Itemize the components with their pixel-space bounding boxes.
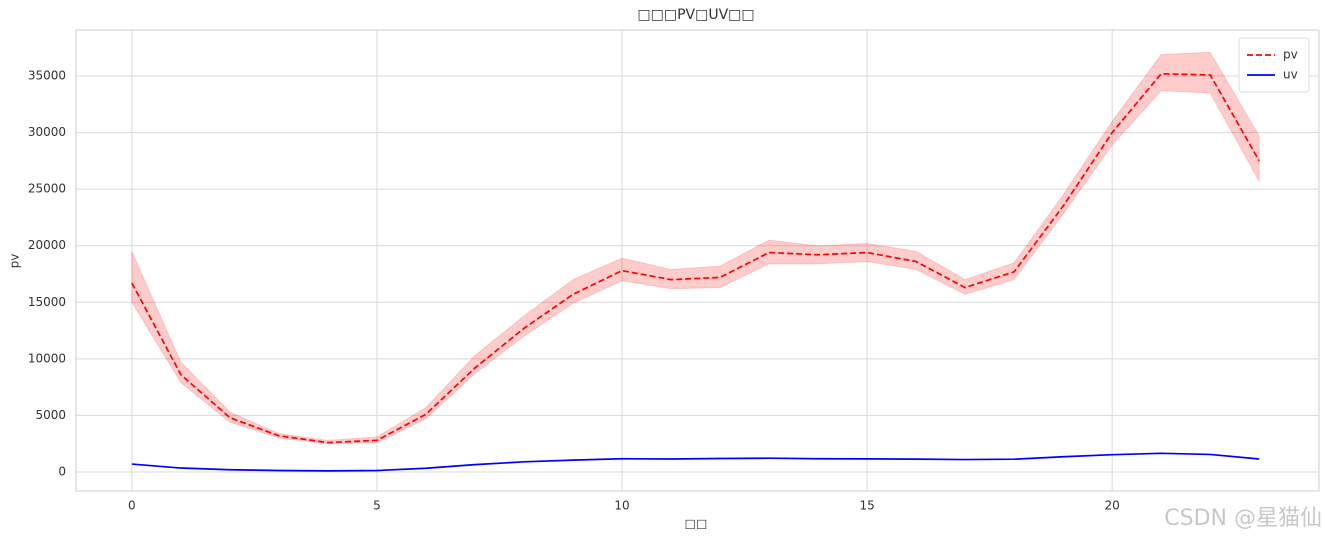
y-tick-label: 25000: [28, 182, 66, 196]
x-tick-label: 0: [128, 499, 136, 513]
watermark: CSDN @星猫仙: [1164, 506, 1322, 531]
legend-label: pv: [1283, 48, 1298, 62]
y-tick-label: 20000: [28, 238, 66, 252]
legend-box: [1238, 37, 1310, 93]
y-tick-label: 15000: [28, 295, 66, 309]
x-tick-label: 15: [859, 499, 874, 513]
series-line: [131, 72, 1260, 444]
y-tick-label: 0: [58, 464, 66, 478]
x-tick-label: 5: [373, 499, 381, 513]
y-axis-label: pv: [8, 254, 22, 269]
x-axis-label: □□: [685, 517, 708, 531]
x-tick-label: 20: [1105, 499, 1120, 513]
y-tick-label: 35000: [28, 69, 66, 83]
y-tick-label: 30000: [28, 125, 66, 139]
series-line: [131, 452, 1260, 472]
x-tick-label: 10: [614, 499, 629, 513]
legend-label: uv: [1283, 68, 1298, 82]
chart-title: □□□PV□UV□□: [637, 7, 754, 23]
y-tick-label: 10000: [28, 351, 66, 365]
y-tick-label: 5000: [35, 408, 66, 422]
